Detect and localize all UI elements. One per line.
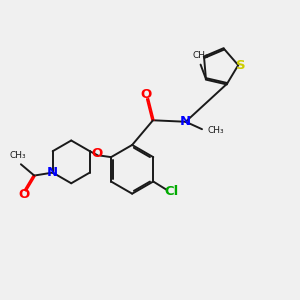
Text: CH₃: CH₃: [208, 126, 225, 135]
Text: Cl: Cl: [165, 185, 179, 198]
Text: S: S: [236, 59, 246, 72]
Text: N: N: [46, 166, 58, 179]
Text: O: O: [140, 88, 152, 101]
Text: O: O: [92, 147, 103, 161]
Text: N: N: [180, 115, 191, 128]
Text: CH₃: CH₃: [192, 51, 209, 60]
Text: CH₃: CH₃: [9, 151, 26, 160]
Text: O: O: [18, 188, 29, 201]
